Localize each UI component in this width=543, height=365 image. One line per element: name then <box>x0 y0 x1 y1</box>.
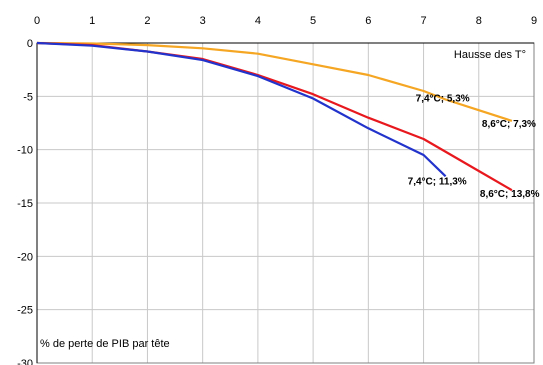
y-tick-label: 0 <box>27 38 33 50</box>
y-axis-title: % de perte de PIB par tête <box>40 338 170 350</box>
x-tick-label: 8 <box>476 15 482 27</box>
series-line-3 <box>36 41 447 178</box>
y-tick-label: -25 <box>17 305 33 317</box>
tick-labels: 0 1 2 3 4 5 6 7 8 9 0 -5 -10 -15 -20 -25 -30 <box>17 15 537 365</box>
series-lines <box>36 41 513 192</box>
x-tick-label: 6 <box>365 15 371 27</box>
y-tick-label: -15 <box>17 198 33 210</box>
y-tick-label: -5 <box>23 91 33 103</box>
x-axis-title: Hausse des T° <box>454 49 526 61</box>
x-tick-label: 3 <box>200 15 206 27</box>
y-tick-label: -10 <box>17 145 33 157</box>
y-tick-label: -30 <box>17 358 33 365</box>
series-line-2 <box>36 41 513 192</box>
x-tick-label: 1 <box>89 15 95 27</box>
data-label: 7,4°C; 11,3% <box>408 176 467 187</box>
data-label: 7,4°C; 5,3% <box>416 94 470 105</box>
grid <box>36 42 535 364</box>
x-tick-label: 0 <box>34 15 40 27</box>
x-tick-label: 4 <box>255 15 261 27</box>
data-label: 8,6°C; 7,3% <box>482 119 536 130</box>
data-label: 8,6°C; 13,8% <box>480 189 540 200</box>
x-tick-label: 2 <box>144 15 150 27</box>
y-tick-label: -20 <box>17 251 33 263</box>
series-line-1 <box>36 41 513 122</box>
x-tick-label: 9 <box>531 15 537 27</box>
data-labels: 7,4°C; 5,3% 8,6°C; 7,3% 7,4°C; 11,3% 8,6°C;… <box>408 94 540 201</box>
x-tick-label: 5 <box>310 15 316 27</box>
x-tick-label: 7 <box>420 15 426 27</box>
